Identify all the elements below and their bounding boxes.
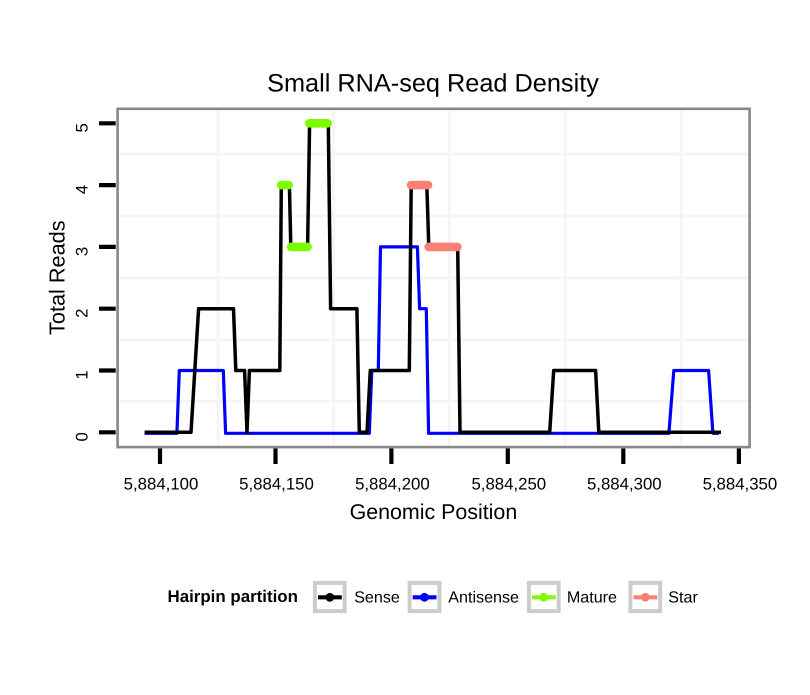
svg-text:5,884,300: 5,884,300 (587, 475, 662, 494)
svg-text:Star: Star (668, 588, 698, 606)
svg-text:4: 4 (72, 185, 91, 194)
svg-text:2: 2 (72, 309, 91, 318)
svg-text:5: 5 (72, 123, 91, 132)
svg-text:3: 3 (72, 247, 91, 256)
svg-text:5,884,350: 5,884,350 (703, 475, 778, 494)
svg-text:0: 0 (72, 432, 91, 441)
svg-text:5,884,150: 5,884,150 (239, 475, 314, 494)
svg-text:5,884,200: 5,884,200 (355, 475, 430, 494)
svg-text:Hairpin partition: Hairpin partition (168, 587, 298, 606)
svg-text:1: 1 (72, 370, 91, 379)
svg-text:Genomic Position: Genomic Position (350, 500, 518, 524)
svg-text:5,884,100: 5,884,100 (124, 475, 199, 494)
svg-text:Antisense: Antisense (448, 588, 519, 606)
svg-text:Small RNA-seq Read Density: Small RNA-seq Read Density (267, 70, 599, 98)
svg-text:Sense: Sense (354, 588, 400, 606)
svg-text:5,884,250: 5,884,250 (471, 475, 546, 494)
svg-text:Total Reads: Total Reads (44, 220, 69, 335)
svg-text:Mature: Mature (567, 588, 617, 606)
